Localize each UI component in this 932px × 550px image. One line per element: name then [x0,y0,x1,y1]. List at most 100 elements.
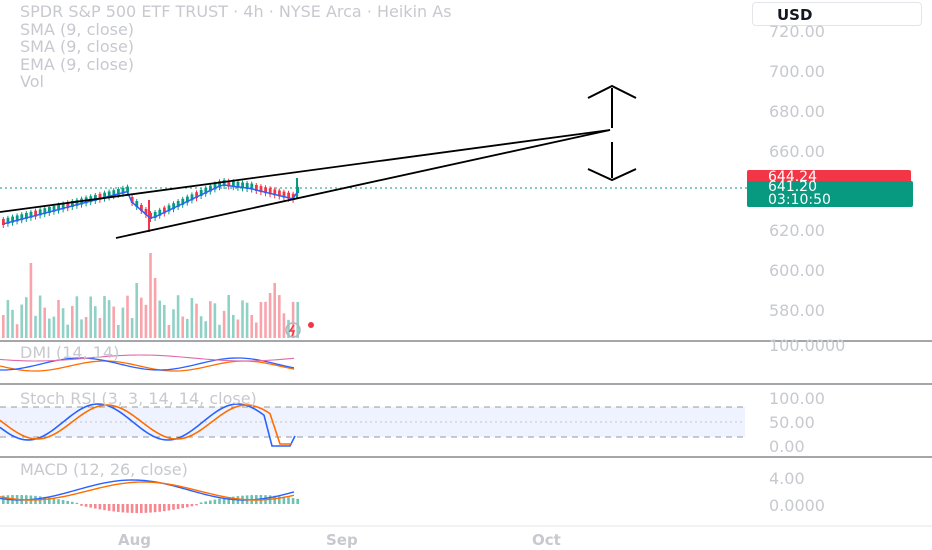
dmi-pane-label[interactable]: DMI (14, 14) [20,343,120,362]
volume-bar [75,296,79,338]
macd-histogram-bar [153,504,157,513]
candle-body [282,191,286,198]
volume-bar [130,318,134,338]
macd-histogram-bar [130,504,134,513]
candle-body [190,194,194,201]
macd-signal-line [0,481,295,501]
price-axis-label: 720.00 [769,22,825,41]
macd-histogram-bar [66,500,69,504]
candle-body [227,180,231,187]
macd-histogram-bar [278,496,281,504]
volume-bar [209,301,212,338]
volume-bar [6,300,10,338]
candle-body [213,183,217,190]
volume-bar [135,283,138,338]
volume-bar [172,309,175,338]
candle-body [48,207,51,213]
candle-body [264,187,267,194]
volume-bar [84,317,88,338]
candle-body [250,183,254,190]
volume-bar [71,306,74,338]
upper-trendline [0,129,611,213]
candle-body [2,219,5,225]
volume-bar [103,296,106,338]
candle-body [236,181,240,188]
volume-bar [158,300,161,338]
dmi-line [0,354,295,362]
stoch-d-line [0,404,292,445]
volume-bar [20,304,23,338]
macd-histogram-bar [89,504,92,508]
candle-body [273,189,277,196]
macd-histogram-bar [57,499,60,504]
macd-histogram-bar [213,499,217,504]
candle-body [181,198,185,205]
volume-bar [227,295,230,338]
volume-bar [190,298,194,338]
macd-pane-label[interactable]: MACD (12, 26, close) [20,460,188,479]
volume-bar [89,296,92,338]
candle-body [186,196,189,203]
candle-body [75,199,79,206]
candle-body [107,191,111,198]
candle-body [57,204,60,211]
lightning-icon [285,322,301,338]
indicator-sma-1[interactable]: SMA (9, close) [20,19,135,39]
stoch-rsi-pane-label[interactable]: Stoch RSI (3, 3, 14, 14, close) [20,389,257,408]
volume-bar [296,301,299,338]
volume-bar [98,318,102,338]
candle-body [98,193,102,200]
candle-body [255,185,258,191]
macd-histogram-bar [149,504,152,513]
candle-body [209,185,212,192]
indicator-volume[interactable]: Vol [20,72,44,91]
macd-histogram-bar [61,500,65,504]
currency-button[interactable]: USD [752,2,922,26]
macd-histogram-bar [121,504,125,513]
price-axis-label: 580.00 [769,301,825,320]
price-axis-label: 680.00 [769,102,825,121]
indicator-ema[interactable]: EMA (9, close) [20,54,134,74]
time-axis-label: Oct [532,531,561,549]
candle-body [66,202,70,209]
candle-body [61,203,65,210]
symbol-title[interactable]: SPDR S&P 500 ETF TRUST · 4h · NYSE Arca … [20,2,452,21]
macd-histogram-bar [209,500,212,504]
volume-bar [268,293,272,338]
stoch-axis-label: 0.00 [769,437,805,456]
candle-body [176,201,180,207]
candle-body [103,192,106,199]
macd-histogram-bar [84,504,88,507]
candle-body [117,189,120,195]
candle-body [38,209,42,216]
dmi-axis-label: 100.0000 [769,336,846,355]
volume-bar [66,324,69,338]
macd-histogram-bar [107,504,111,511]
volume-bar [107,300,111,338]
candle-body [259,186,263,193]
bar-countdown: 03:10:50 [768,192,831,208]
macd-histogram-bar [227,497,230,504]
macd-histogram-bar [190,504,194,507]
stoch-axis-label: 50.00 [769,413,815,432]
candle-body [149,213,152,219]
volume-bar [34,315,37,338]
volume-bar [291,301,295,338]
volume-bar [29,263,33,338]
volume-bar [213,303,217,338]
candle-body [291,193,295,200]
volume-bar [176,295,180,338]
indicator-sma-2[interactable]: SMA (9, close) [20,37,135,56]
candle-body [11,216,14,223]
candle-body [135,201,139,207]
volume-bar [186,318,189,338]
volume-bar [2,315,5,338]
dmi-line [0,357,295,371]
volume-bar [121,307,125,338]
macd-histogram-bar [94,504,97,509]
last-price-tag: 641.20 03:10:50 [747,180,913,208]
moving-average-line [2,184,299,225]
candle-body [43,208,47,215]
